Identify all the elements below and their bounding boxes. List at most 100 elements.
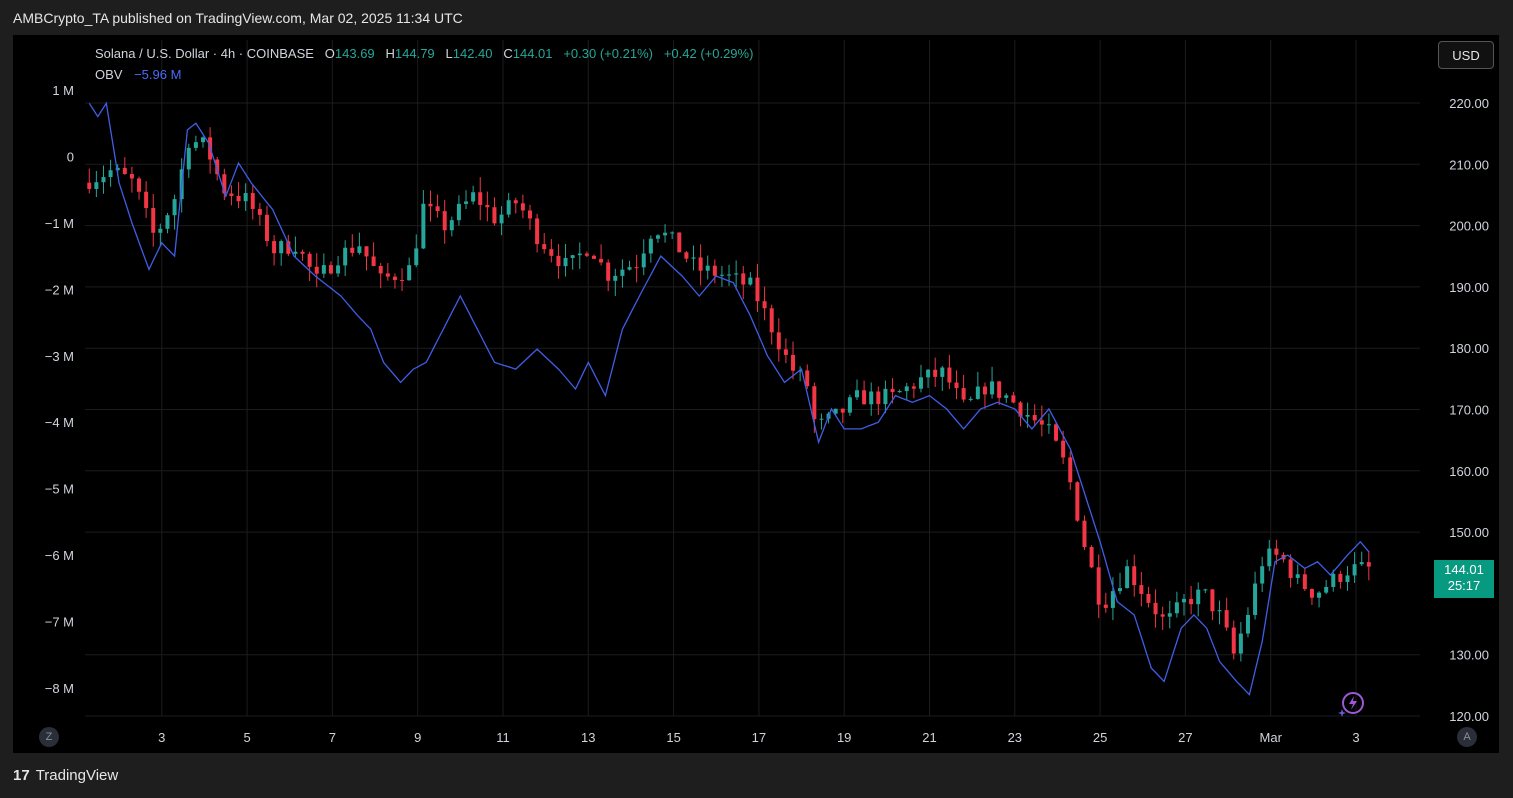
candle-body (990, 381, 995, 395)
candle-body (499, 214, 504, 224)
candle-body (392, 276, 397, 281)
candle-body (1181, 598, 1186, 603)
candle-body (869, 391, 874, 405)
candle-body (371, 256, 376, 266)
candle-body (1345, 575, 1350, 582)
auto-scale-button[interactable]: A (1457, 727, 1477, 747)
price-tick-label: 130.00 (1449, 648, 1489, 663)
candle-body (1046, 424, 1051, 426)
bar-countdown: 25:17 (1447, 578, 1481, 593)
candle-body (1089, 547, 1094, 568)
tradingview-brand[interactable]: 17 TradingView (13, 767, 118, 784)
candle-body (1245, 614, 1250, 634)
time-tick-label: Mar (1260, 730, 1283, 745)
price-tick-label: 120.00 (1449, 709, 1489, 724)
last-price-value: 144.01 (1444, 562, 1484, 577)
open-value: 143.69 (334, 46, 375, 61)
candle-body (947, 367, 952, 383)
candle-body (890, 388, 895, 393)
candle-body (655, 235, 660, 239)
candle-body (549, 249, 554, 256)
candle-body (87, 182, 92, 189)
candle-body (94, 182, 99, 189)
candle-body (407, 265, 412, 281)
candle-body (1068, 457, 1073, 483)
price-tick-label: 150.00 (1449, 525, 1489, 540)
ohlc-legend: Solana / U.S. Dollar · 4h · COINBASE O14… (95, 46, 753, 61)
candle-body (755, 277, 760, 302)
obv-tick-label: 0 (67, 149, 74, 164)
candle-body (734, 273, 739, 275)
candle-body (918, 377, 923, 389)
candle-body (1359, 562, 1364, 565)
candle-body (1288, 559, 1293, 578)
candle-body (833, 408, 838, 414)
candle-body (854, 390, 859, 398)
candle-body (1118, 588, 1123, 592)
candle-body (336, 265, 341, 274)
candle-body (1210, 589, 1215, 612)
candle-body (1238, 633, 1243, 654)
candle-body (741, 273, 746, 285)
obv-value: −5.96 M (134, 67, 182, 82)
lightning-icon[interactable] (1336, 690, 1366, 720)
time-tick-label: 15 (666, 730, 680, 745)
candle-body (727, 274, 732, 276)
candle-body (712, 265, 717, 276)
candle-body (122, 167, 127, 174)
candle-body (108, 170, 113, 178)
candle-body (1110, 591, 1115, 608)
close-label: C (503, 46, 513, 61)
zoom-button[interactable]: Z (39, 727, 59, 747)
candle-body (1103, 604, 1108, 608)
candle-body (236, 195, 241, 202)
candle-body (663, 232, 668, 236)
obv-tick-label: −3 M (45, 349, 74, 364)
candle-body (264, 214, 269, 242)
candle-body (1125, 566, 1130, 589)
last-price-tag: 144.01 25:17 (1434, 560, 1494, 598)
candle-body (350, 247, 355, 253)
time-tick-label: 17 (752, 730, 766, 745)
candle-body (783, 349, 788, 355)
candle-body (641, 253, 646, 268)
candle-body (1054, 424, 1059, 441)
candle-body (400, 280, 405, 282)
candle-body (1267, 548, 1272, 567)
candle-body (151, 208, 156, 233)
price-tick-label: 210.00 (1449, 157, 1489, 172)
time-tick-label: 23 (1008, 730, 1022, 745)
candle-body (1167, 613, 1172, 617)
candle-body (904, 386, 909, 392)
candle-body (520, 203, 525, 211)
candle-body (805, 370, 810, 387)
time-axis: 3 5 7 9 11 13 15 17 19 21 23 25 27 Mar 3 (158, 730, 1359, 745)
candle-body (421, 203, 426, 249)
candle-body (286, 241, 291, 254)
candle-body (1011, 395, 1016, 403)
candle-body (257, 208, 262, 215)
chart-panel[interactable] (13, 35, 1499, 753)
candle-body (1231, 627, 1236, 654)
obv-tick-label: −5 M (45, 482, 74, 497)
candle-body (1082, 520, 1087, 548)
candle-body (968, 398, 973, 400)
close-value: 144.01 (512, 46, 553, 61)
candle-body (1309, 589, 1314, 598)
candle-body (243, 193, 248, 202)
candle-body (364, 246, 369, 257)
candle-body (478, 192, 483, 205)
candle-body (222, 174, 227, 194)
candle-body (435, 206, 440, 212)
candle-body (229, 193, 234, 196)
candle-body (115, 167, 120, 171)
obv-tick-label: 1 M (52, 83, 74, 98)
candle-body (172, 199, 177, 216)
candle-body (1274, 548, 1279, 555)
candle-body (847, 397, 852, 413)
obv-axis: 1 M 0 −1 M −2 M −3 M −4 M −5 M −6 M −7 M −8 M (45, 83, 74, 696)
low-value: 142.40 (452, 46, 493, 61)
currency-button[interactable]: USD (1438, 41, 1494, 69)
price-axis: 220.00 210.00 200.00 190.00 180.00 170.00 160.… (1449, 96, 1489, 724)
